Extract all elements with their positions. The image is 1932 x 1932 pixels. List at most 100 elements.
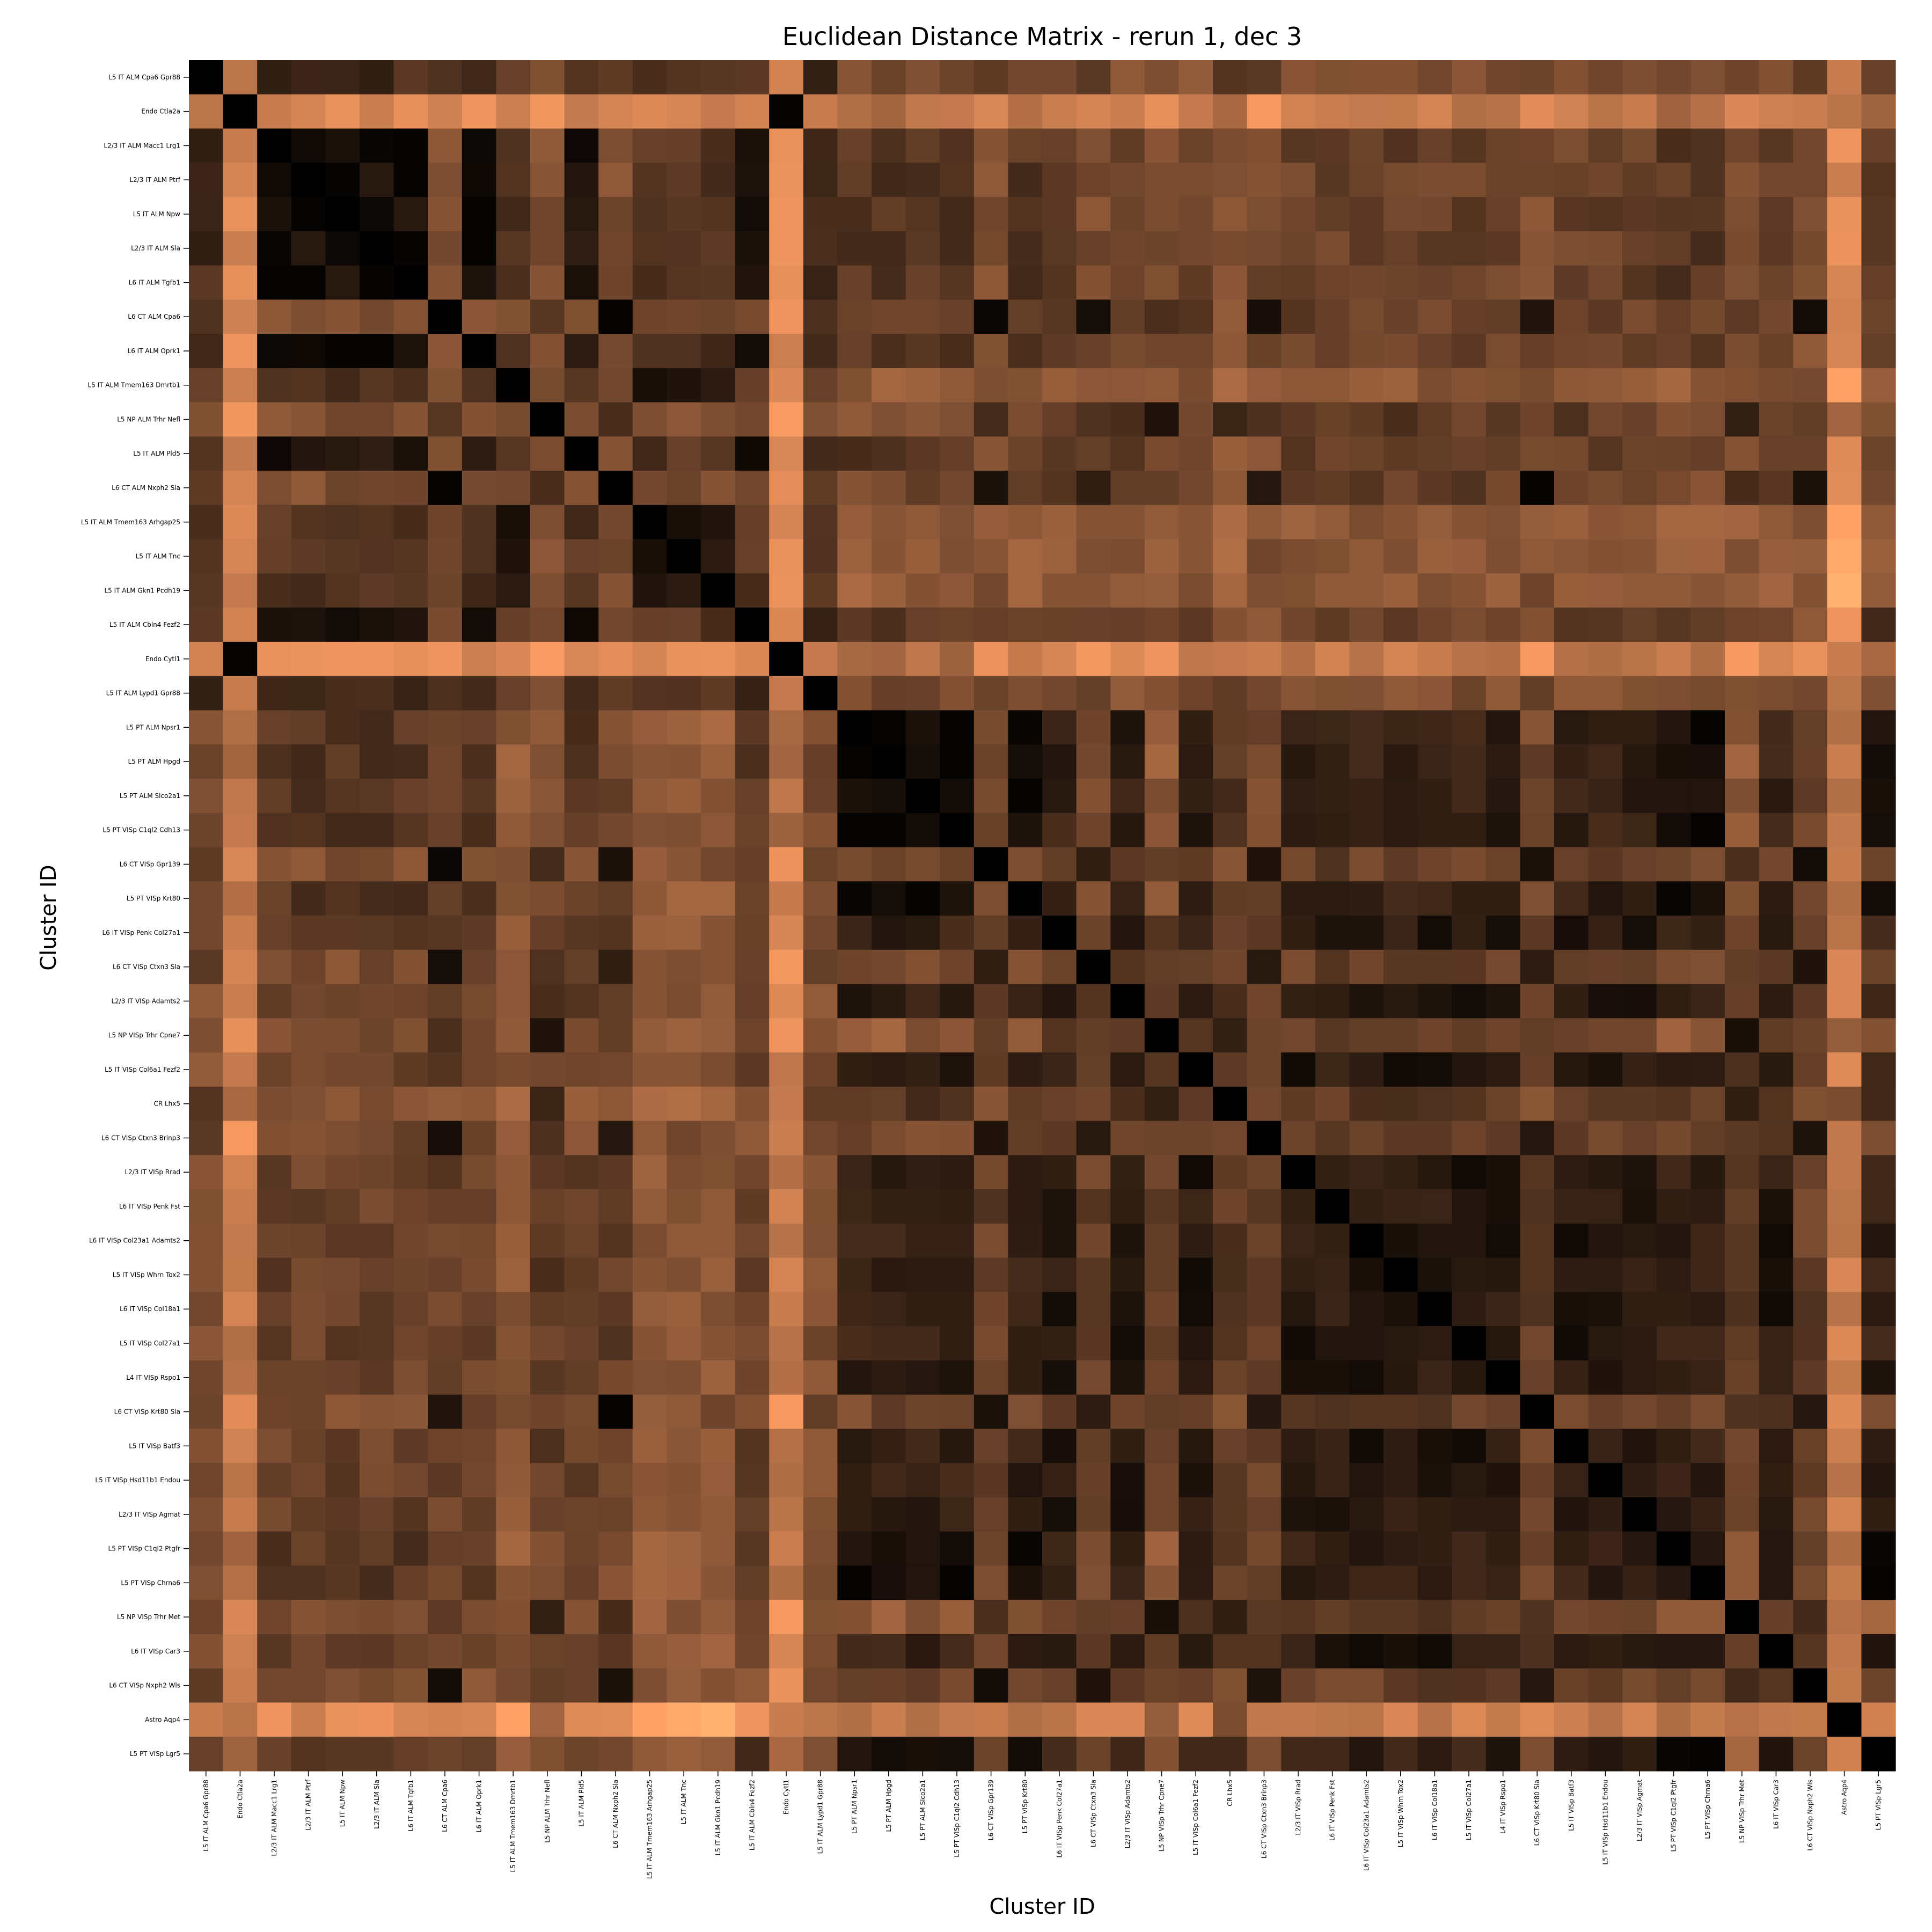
heatmap-cell <box>462 1463 496 1498</box>
heatmap-cell <box>837 504 872 540</box>
heatmap-cell <box>530 60 565 95</box>
heatmap-cell <box>1110 471 1145 506</box>
heatmap-cell <box>1554 744 1589 779</box>
heatmap-cell <box>1588 94 1623 129</box>
y-tick-label: Endo Ctla2a <box>141 108 180 115</box>
heatmap-cell <box>360 1018 394 1053</box>
heatmap-cell <box>837 710 872 745</box>
y-tick-label: L5 NP VISp Trhr Met <box>117 1613 180 1621</box>
heatmap-cell <box>1827 1292 1862 1327</box>
heatmap-cell <box>872 744 906 779</box>
heatmap-cell <box>1417 847 1452 882</box>
heatmap-cell <box>1110 676 1145 711</box>
heatmap-cell <box>1213 1223 1248 1258</box>
heatmap-cell <box>325 265 360 300</box>
heatmap-cell <box>564 539 599 574</box>
heatmap-cell <box>769 1360 804 1395</box>
heatmap-cell <box>598 1360 633 1395</box>
heatmap-cell <box>1110 128 1145 163</box>
heatmap-cell <box>257 334 292 369</box>
heatmap-cell <box>1861 573 1896 608</box>
heatmap-cell <box>257 368 292 403</box>
heatmap-cell <box>1179 94 1213 129</box>
heatmap-cell <box>803 1497 838 1532</box>
heatmap-cell <box>1725 265 1760 300</box>
heatmap-cell <box>1759 1668 1794 1703</box>
heatmap-cell <box>223 1086 258 1122</box>
heatmap-cell <box>1417 1702 1452 1737</box>
heatmap-cell <box>1690 471 1725 506</box>
heatmap-cell <box>735 402 770 437</box>
y-tick-label: L2/3 IT ALM Ptrf <box>129 176 180 184</box>
heatmap-cell <box>496 1086 531 1122</box>
heatmap-cell <box>1759 1086 1794 1122</box>
heatmap-cell <box>1008 573 1043 608</box>
heatmap-cell <box>496 368 531 403</box>
heatmap-cell <box>1076 1155 1111 1190</box>
x-tick-label: L5 IT ALM Gkn1 Pcdh19 <box>714 1780 722 1856</box>
heatmap-cell <box>1008 1257 1043 1292</box>
heatmap-cell <box>257 949 292 985</box>
x-tick-label: L5 IT ALM Npw <box>339 1780 346 1827</box>
heatmap-cell <box>1213 573 1248 608</box>
heatmap-cell <box>1690 436 1725 471</box>
heatmap-cell <box>530 1018 565 1053</box>
heatmap-cell <box>735 1223 770 1258</box>
heatmap-cell <box>632 402 667 437</box>
heatmap-cell <box>1315 676 1350 711</box>
heatmap-cell <box>1144 504 1179 540</box>
heatmap-cell <box>1110 1326 1145 1361</box>
heatmap-cell <box>803 299 838 334</box>
heatmap-cell <box>462 128 496 163</box>
heatmap-cell <box>1520 1702 1555 1737</box>
heatmap-cell <box>1485 710 1520 745</box>
heatmap-cell <box>1725 1600 1760 1635</box>
heatmap-cell <box>872 1189 906 1224</box>
heatmap-cell <box>257 197 292 232</box>
heatmap-cell <box>393 847 428 882</box>
heatmap-cell <box>530 265 565 300</box>
heatmap-cell <box>189 984 224 1019</box>
heatmap-cell <box>1759 94 1794 129</box>
heatmap-cell <box>598 676 633 711</box>
heatmap-cell <box>393 949 428 985</box>
heatmap-cell <box>1725 231 1760 266</box>
heatmap-cell <box>428 163 463 197</box>
heatmap-cell <box>360 676 394 711</box>
y-tick-label: L6 IT VISp Col23a1 Adamts2 <box>89 1237 180 1245</box>
heatmap-cell <box>1588 539 1623 574</box>
heatmap-cell <box>564 60 599 95</box>
heatmap-cell <box>1861 744 1896 779</box>
heatmap-cell <box>1384 710 1418 745</box>
heatmap-cell <box>1213 94 1248 129</box>
heatmap-cell <box>1861 1634 1896 1669</box>
heatmap-cell <box>1076 916 1111 950</box>
heatmap-cell <box>1656 1565 1691 1600</box>
y-tick-label: L5 PT ALM Slco2a1 <box>120 792 180 800</box>
heatmap-cell <box>360 1257 394 1292</box>
heatmap-cell <box>667 1052 701 1087</box>
heatmap-cell <box>564 916 599 950</box>
heatmap-cell <box>1315 1223 1350 1258</box>
heatmap-cell <box>1042 847 1077 882</box>
heatmap-cell <box>769 1292 804 1327</box>
heatmap-cell <box>1452 1531 1487 1567</box>
heatmap-cell <box>1042 231 1077 266</box>
heatmap-cell <box>1349 1189 1384 1224</box>
y-tick-label: L2/3 IT VISp Adamts2 <box>111 997 180 1005</box>
heatmap-cell <box>1144 402 1179 437</box>
heatmap-cell <box>1315 1531 1350 1567</box>
heatmap-cell <box>1622 1702 1657 1737</box>
heatmap-cell <box>974 1086 1008 1122</box>
heatmap-cell <box>1042 1497 1077 1532</box>
heatmap-cell <box>598 949 633 985</box>
heatmap-cell <box>291 608 326 642</box>
heatmap-cell <box>1622 608 1657 642</box>
heatmap-cell <box>1554 847 1589 882</box>
heatmap-cell <box>1588 265 1623 300</box>
heatmap-cell <box>189 1668 224 1703</box>
heatmap-cell <box>291 231 326 266</box>
heatmap-cell <box>393 1360 428 1395</box>
heatmap-cell <box>1076 608 1111 642</box>
heatmap-cell <box>803 573 838 608</box>
